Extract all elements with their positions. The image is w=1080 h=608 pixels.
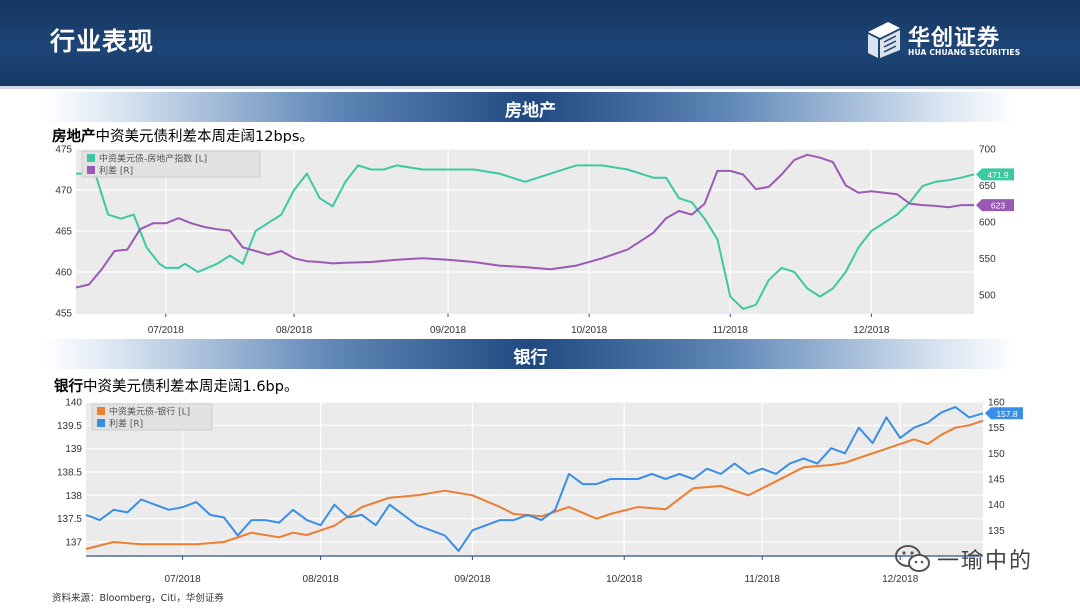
x-tick-label: 09/2018 [454, 574, 491, 585]
y-left-tick-label: 138 [65, 491, 82, 502]
logo-subtext: HUA CHUANG SECURITIES [908, 48, 1021, 57]
last-value-label: 623 [991, 201, 1005, 211]
legend-swatch [87, 166, 95, 174]
legend-label: 中资美元债-银行 [L] [109, 406, 190, 418]
real-estate-chart: 07/2018 08/2018 09/2018 10/2018 11/2018 12/20… [44, 143, 1016, 339]
last-value-tag [985, 407, 1023, 420]
legend-label: 利差 [R] [109, 418, 143, 430]
y-right-tick-label: 550 [979, 254, 996, 265]
y-left-tick-label: 139 [65, 444, 82, 455]
section-band-label: 房地产 [505, 101, 556, 121]
subtitle-bold: 银行 [54, 379, 83, 395]
section-band-label: 银行 [513, 348, 548, 368]
last-value-tag [976, 168, 1014, 181]
legend-box [81, 150, 261, 178]
source-note: 资料来源：Bloomberg，Citi，华创证券 [52, 593, 224, 604]
x-tick-label: 09/2018 [430, 325, 467, 336]
logo-text: 华创证券 [908, 26, 1001, 51]
y-right-tick-label: 145 [988, 475, 1005, 486]
series-line-1 [75, 153, 974, 289]
x-tick-label: 10/2018 [606, 574, 643, 585]
legend-swatch [87, 154, 95, 162]
y-right-tick-label: 150 [988, 449, 1005, 460]
y-left-tick-label: 465 [55, 227, 72, 238]
section-band-real-estate: 房地产 [45, 92, 1016, 122]
x-tick-label: 11/2018 [713, 325, 749, 336]
x-tick-label: 08/2018 [303, 574, 340, 585]
x-tick-label: 11/2018 [744, 574, 780, 585]
y-right-tick-label: 160 [988, 398, 1005, 409]
legend-box [91, 403, 213, 431]
company-logo: 华创证券 HUA CHUANG SECURITIES [864, 20, 1024, 62]
legend-label: 利差 [R] [99, 165, 133, 177]
legend-swatch [97, 419, 105, 427]
y-right-tick-label: 155 [988, 423, 1005, 434]
y-left-tick-label: 139.5 [57, 421, 82, 432]
legend-swatch [97, 407, 105, 415]
last-value-tag [976, 199, 1014, 212]
y-left-tick-label: 138.5 [57, 468, 82, 479]
legend-label: 中资美元债-房地产指数 [L] [99, 153, 207, 165]
subtitle-rest: 中资美元债利差本周走阔1.6bp。 [83, 379, 299, 395]
y-right-tick-label: 650 [979, 181, 996, 192]
section-subtitle-real-estate: 房地产中资美元债利差本周走阔12bps。 [52, 125, 314, 146]
page-title: 行业表现 [50, 27, 155, 56]
logo-mark-icon [868, 22, 900, 58]
header-bar: 行业表现 华创证券 HUA CHUANG SECURITIES [0, 0, 1080, 86]
header-divider [0, 86, 1080, 89]
watermark-text: 一瑜中的 [937, 549, 1034, 574]
y-left-tick-label: 140 [65, 398, 82, 409]
x-tick-label: 07/2018 [165, 574, 202, 585]
x-tick-label: 12/2018 [882, 574, 919, 585]
y-right-tick-label: 140 [988, 500, 1005, 511]
y-left-tick-label: 137 [65, 538, 82, 549]
subtitle-rest: 中资美元债利差本周走阔12bps。 [95, 129, 314, 145]
x-tick-label: 10/2018 [571, 325, 608, 336]
last-value-label: 157.8 [996, 409, 1018, 419]
y-right-tick-label: 700 [979, 145, 996, 156]
subtitle-bold: 房地产 [52, 129, 96, 145]
series-line-0 [76, 164, 975, 310]
x-tick-label: 08/2018 [276, 325, 313, 336]
y-left-tick-label: 475 [55, 145, 72, 156]
x-tick-label: 07/2018 [148, 325, 185, 336]
last-value-label: 471.9 [987, 170, 1009, 180]
series-line-1 [85, 406, 984, 552]
plot-area [86, 402, 983, 556]
y-right-tick-label: 500 [979, 290, 996, 301]
y-right-tick-label: 135 [988, 526, 1005, 537]
wechat-icon [895, 545, 930, 572]
y-left-tick-label: 470 [55, 186, 72, 197]
watermark: 一瑜中的 [893, 543, 1053, 577]
legend: 中资美元债-银行 [L]利差 [R] [91, 403, 213, 431]
legend: 中资美元债-房地产指数 [L]利差 [R] [81, 150, 261, 178]
series-line-0 [85, 419, 984, 550]
x-tick-label: 12/2018 [853, 325, 890, 336]
y-left-tick-label: 137.5 [57, 514, 82, 525]
y-left-tick-label: 460 [55, 268, 72, 279]
bank-chart: 07/2018 08/2018 09/2018 10/2018 11/2018 12/20… [48, 394, 1030, 588]
y-left-tick-label: 455 [55, 309, 72, 320]
section-band-bank: 银行 [45, 339, 1016, 369]
section-subtitle-bank: 银行中资美元债利差本周走阔1.6bp。 [54, 375, 298, 396]
y-right-tick-label: 600 [979, 217, 996, 228]
